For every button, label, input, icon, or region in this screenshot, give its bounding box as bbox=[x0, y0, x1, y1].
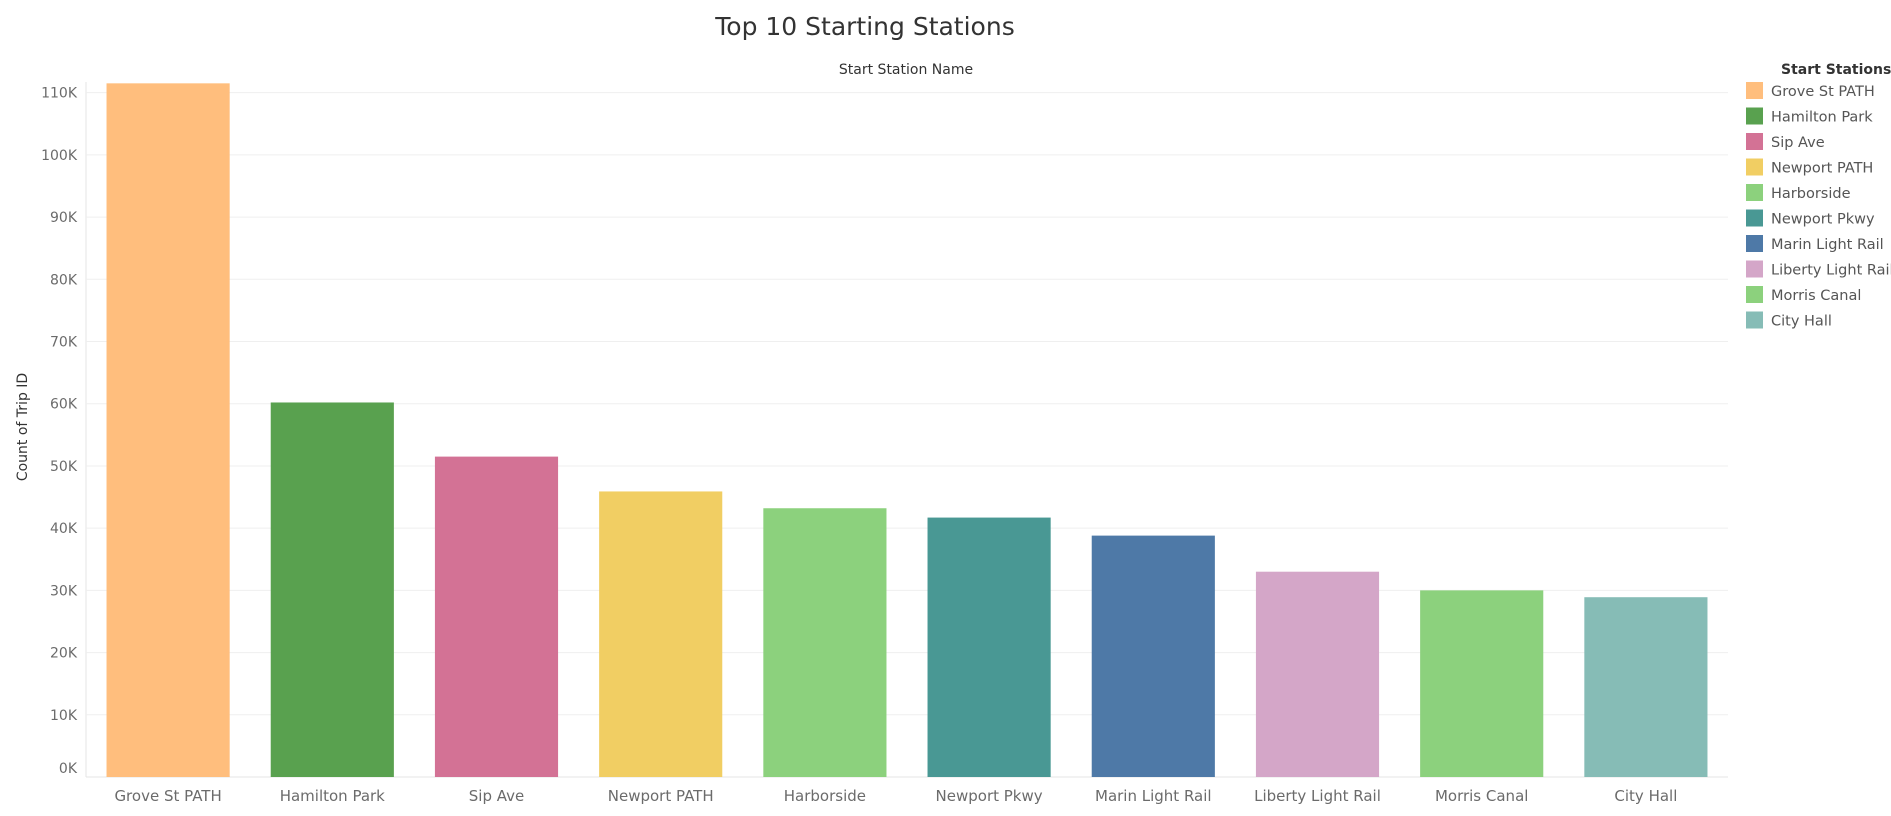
bar bbox=[270, 402, 394, 777]
legend-swatch bbox=[1746, 286, 1763, 303]
legend-swatch bbox=[1746, 260, 1763, 278]
legend-label: City Hall bbox=[1771, 314, 1832, 330]
chart-title: Top 10 Starting Stations bbox=[714, 12, 1014, 41]
bars bbox=[106, 83, 1708, 778]
y-tick-label: 50K bbox=[50, 459, 78, 475]
x-tick-label: Sip Ave bbox=[469, 787, 524, 805]
bar bbox=[434, 456, 559, 777]
y-tick-label: 60K bbox=[50, 397, 78, 413]
bar bbox=[927, 517, 1051, 777]
x-axis: Grove St PATH Hamilton Park Sip Ave Newport… bbox=[114, 787, 1677, 805]
legend-swatch bbox=[1746, 311, 1763, 329]
legend-swatch bbox=[1746, 107, 1763, 125]
y-tick-label: 110K bbox=[41, 86, 78, 102]
legend-label: Sip Ave bbox=[1771, 135, 1825, 151]
legend-label: Marin Light Rail bbox=[1771, 237, 1884, 253]
legend-title: Start Stations bbox=[1781, 62, 1891, 78]
x-tick-label: Newport PATH bbox=[608, 787, 714, 805]
x-tick-label: Newport Pkwy bbox=[936, 787, 1043, 805]
x-tick-label: Hamilton Park bbox=[280, 787, 385, 805]
legend-swatch bbox=[1746, 235, 1763, 252]
legend-label: Morris Canal bbox=[1771, 288, 1861, 304]
legend-label: Newport Pkwy bbox=[1771, 212, 1875, 228]
bar bbox=[763, 508, 887, 777]
x-tick-label: City Hall bbox=[1614, 787, 1677, 805]
chart-subtitle: Start Station Name bbox=[839, 62, 973, 78]
y-axis-title: Count of Trip ID bbox=[15, 373, 31, 481]
y-tick-label: 20K bbox=[50, 646, 78, 662]
legend-swatch bbox=[1746, 209, 1763, 227]
legend-swatch bbox=[1746, 133, 1763, 150]
legend-swatch bbox=[1746, 82, 1763, 99]
y-tick-label: 70K bbox=[50, 335, 78, 351]
legend-label: Harborside bbox=[1771, 186, 1851, 202]
x-tick-label: Liberty Light Rail bbox=[1254, 787, 1381, 805]
legend-label: Hamilton Park bbox=[1771, 110, 1873, 126]
y-tick-label: 100K bbox=[41, 148, 78, 164]
bar bbox=[1584, 597, 1708, 777]
y-tick-label: 10K bbox=[50, 708, 78, 724]
bar bbox=[1420, 590, 1544, 777]
legend: Start Stations Grove St PATH Hamilton Par… bbox=[1746, 62, 1891, 330]
y-tick-label: 80K bbox=[50, 272, 78, 288]
y-tick-label: 0K bbox=[59, 761, 78, 777]
y-axis: 0K 10K 20K 30K 40K 50K 60K 70K 80K 90K 100K 110K bbox=[41, 86, 78, 777]
legend-swatch bbox=[1746, 184, 1763, 201]
x-tick-label: Morris Canal bbox=[1435, 787, 1528, 805]
bar bbox=[1255, 571, 1380, 777]
y-tick-label: 40K bbox=[50, 521, 78, 537]
y-tick-label: 90K bbox=[50, 210, 78, 226]
legend-label: Grove St PATH bbox=[1771, 84, 1875, 100]
x-tick-label: Grove St PATH bbox=[114, 787, 221, 805]
legend-label: Liberty Light Rail bbox=[1771, 263, 1891, 279]
bar bbox=[106, 83, 230, 778]
y-tick-label: 30K bbox=[50, 583, 78, 599]
legend-label: Newport PATH bbox=[1771, 161, 1873, 177]
x-tick-label: Harborside bbox=[784, 787, 866, 805]
legend-swatch bbox=[1746, 158, 1763, 176]
bar bbox=[599, 491, 723, 777]
x-tick-label: Marin Light Rail bbox=[1095, 787, 1212, 805]
bar bbox=[1091, 535, 1215, 777]
